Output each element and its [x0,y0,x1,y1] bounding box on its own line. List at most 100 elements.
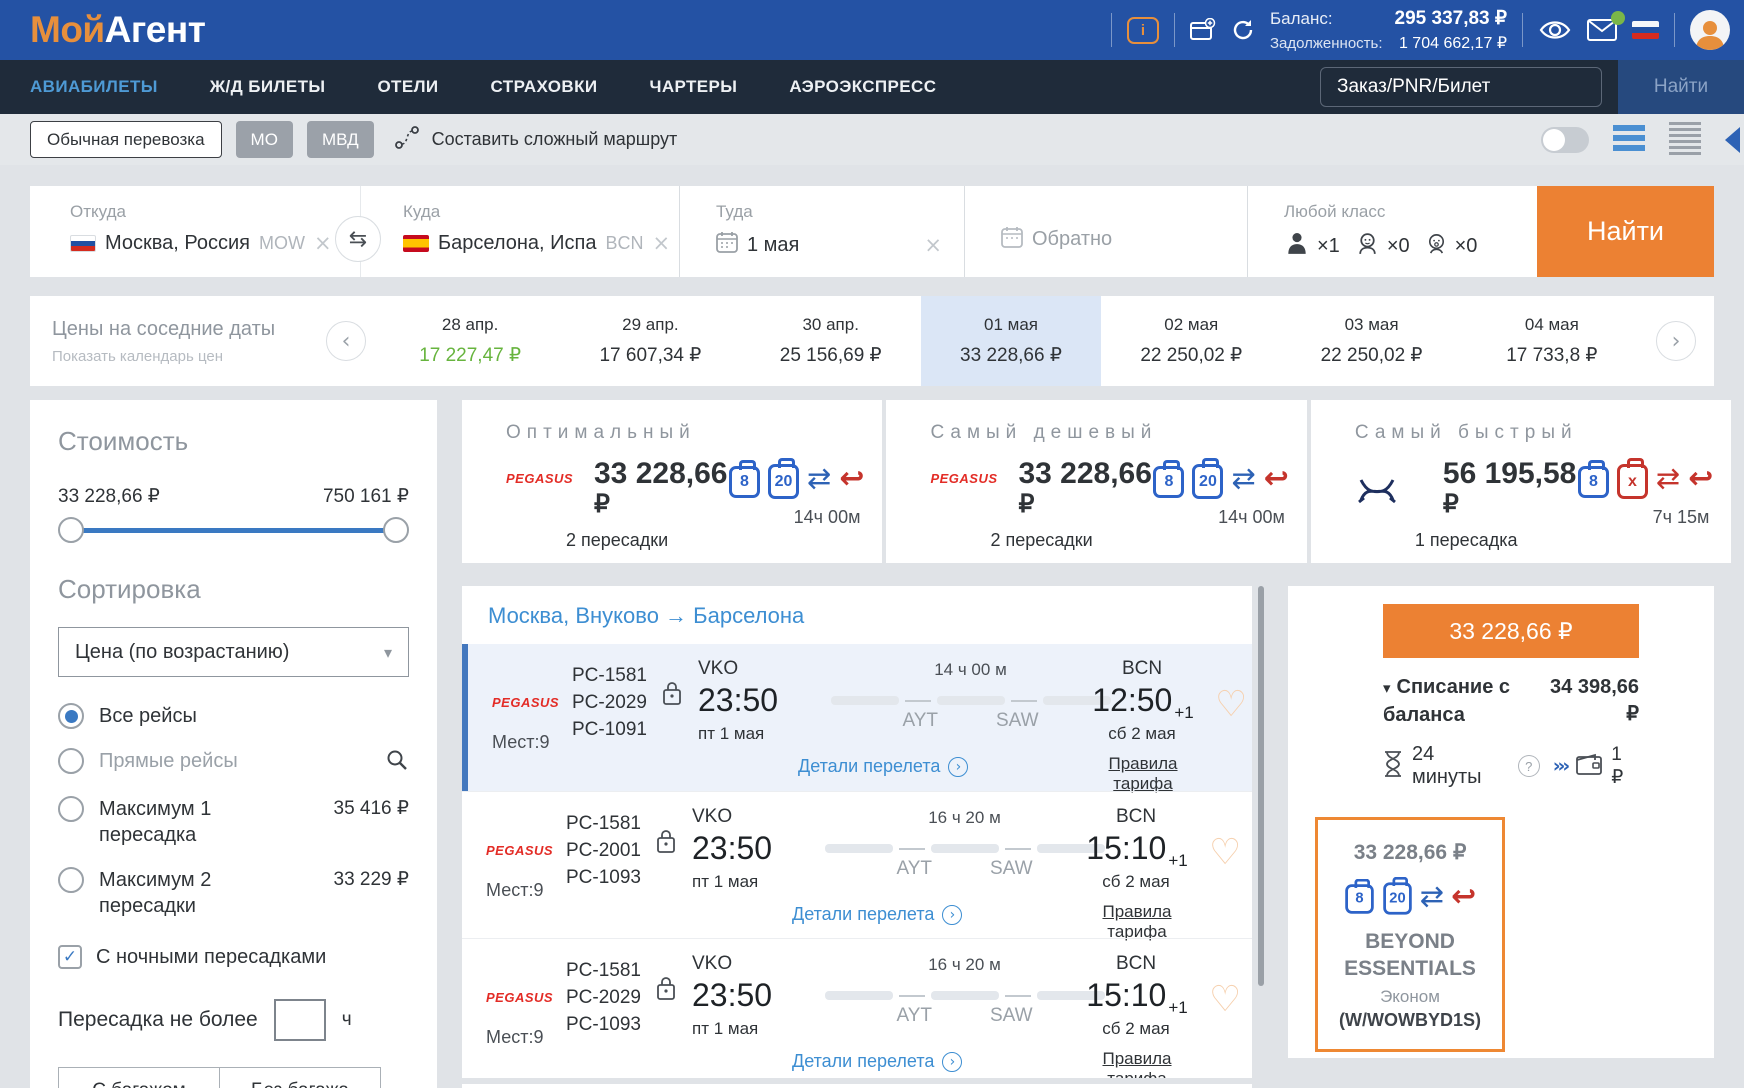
fastest-card[interactable]: Самый быстрый 56 195,58 ₽ 8 x ⇄ ↩ 7ч 15м … [1310,400,1732,563]
transfer-hours-input[interactable] [273,999,326,1041]
with-baggage-button[interactable]: С багажом [58,1067,220,1088]
filter-max-2-transfers[interactable]: Максимум 2 пересадки 33 229 ₽ [58,867,409,919]
calendar-day-selected[interactable]: 01 мая 33 228,66 ₽ [920,296,1102,386]
buy-price-button[interactable]: 33 228,66 ₽ [1383,604,1639,658]
chevron-down-icon[interactable]: ▾ [1383,679,1391,697]
calendar-day[interactable]: 02 мая 22 250,02 ₽ [1101,296,1281,386]
language-flag-ru-icon[interactable] [1632,21,1659,39]
app-header: МойАгент i Баланс: 295 337,83 ₽ Задолжен… [0,0,1744,60]
complex-route-link[interactable]: Составить сложный маршрут [394,124,677,155]
order-search-input[interactable] [1320,67,1602,107]
collapse-arrow-icon[interactable] [1725,126,1740,153]
nav-item-rail[interactable]: Ж/Д БИЛЕТЫ [209,77,326,96]
night-transfers-checkbox[interactable]: ✓ С ночными пересадками [58,945,409,969]
child-icon [1355,231,1380,262]
nav-item-charters[interactable]: ЧАРТЕРЫ [649,77,738,96]
chevron-right-circle-icon: › [942,904,963,925]
compact-view-icon[interactable] [1669,121,1701,158]
list-view-icon[interactable] [1613,124,1645,155]
fare-rules-link[interactable]: Правила тарифа [1102,902,1172,941]
from-clear-icon[interactable]: × [313,231,332,255]
results-scrollbar[interactable] [1258,586,1264,986]
favorite-heart-icon[interactable]: ♡ [1209,832,1242,873]
without-baggage-button[interactable]: Без багажа [219,1067,381,1088]
eye-icon[interactable] [1538,17,1572,43]
pegasus-logo: PEGASUS [930,471,998,486]
slider-handle-min[interactable] [58,517,84,543]
lock-icon [656,828,676,859]
logo-part1: Мой [30,9,105,50]
chat-info-icon[interactable]: i [1126,16,1159,44]
calendar-day[interactable]: 03 мая 22 250,02 ₽ [1281,296,1461,386]
view-toggle[interactable] [1541,126,1589,153]
favorite-heart-icon[interactable]: ♡ [1215,684,1248,725]
depart-date-field[interactable]: Туда 1 мая × [679,186,964,277]
calendar-prev-button[interactable]: ‹ [326,321,366,361]
calendar-day[interactable]: 04 мая 17 733,8 ₽ [1462,296,1642,386]
fare-code: (W/WOWBYD1S) [1339,1010,1481,1030]
depart-label: Туда [716,202,753,221]
app-logo[interactable]: МойАгент [30,9,206,51]
price-range-slider[interactable] [58,516,409,544]
flight-details-link[interactable]: Детали перелета › [798,756,969,777]
help-icon[interactable]: ? [1517,755,1540,777]
to-clear-icon[interactable]: × [652,231,671,255]
lock-icon [662,680,682,711]
balance-block: Баланс: 295 337,83 ₽ Задолженность: 1 70… [1270,7,1507,53]
to-field[interactable]: Куда Барселона, Испа BCN × [360,186,679,277]
flight-details-link[interactable]: Детали перелета › [792,904,963,925]
filter-all-flights[interactable]: Все рейсы [58,703,409,729]
slider-handle-max[interactable] [383,517,409,543]
order-find-button[interactable]: Найти [1618,60,1744,114]
fare-card[interactable]: 33 228,66 ₽ 8 20 ⇄ ↩ BEYOND ESSENTIALS Э… [1315,817,1505,1052]
fare-rules-link[interactable]: Правила тарифа [1108,754,1178,793]
sort-select[interactable]: Цена (по возрастанию) ▾ [58,627,409,677]
class-passengers-field[interactable]: Любой класс ×1 ×0 ×0 [1247,186,1537,277]
calendar-day[interactable]: 30 апр. 25 156,69 ₽ [741,296,921,386]
hours-unit-label: ч [341,1009,352,1030]
nav-item-aeroexpress[interactable]: АЭРОЭКСПРЕСС [789,77,937,96]
optimal-card[interactable]: Оптимальный PEGASUS 33 228,66 ₽ 8 20 ⇄ ↩ … [462,400,883,563]
flight-details-link[interactable]: Детали перелета › [792,1051,963,1072]
nav-item-hotels[interactable]: ОТЕЛИ [377,77,439,96]
chevron-down-icon: ▾ [383,642,392,662]
calendar-day[interactable]: 29 апр. 17 607,34 ₽ [560,296,740,386]
calendar-icon [716,231,738,259]
arrival-date: сб 2 мая [1108,724,1176,743]
from-field[interactable]: Откуда Москва, Россия MOW × [30,186,360,277]
return-date-field[interactable]: Обратно [964,186,1247,277]
card-transfers: 1 пересадка [1414,530,1518,550]
fast-forward-icon[interactable]: ››› [1552,755,1570,777]
calendar-day[interactable]: 28 апр. 17 227,47 ₽ [380,296,560,386]
flight-row-selected[interactable]: PEGASUS Мест:9 PC-1581 PC-2029 PC-1091 V… [462,644,1252,793]
wallet-icon [1576,753,1603,780]
normal-carriage-button[interactable]: Обычная перевозка [30,121,222,158]
favorite-heart-icon[interactable]: ♡ [1209,979,1242,1020]
card-transfers: 2 пересадки [990,530,1093,550]
depart-clear-icon[interactable]: × [924,233,942,257]
mail-icon[interactable] [1587,11,1625,41]
calendar-subtitle-link[interactable]: Показать календарь цен [52,347,224,365]
search-submit-button[interactable]: Найти [1537,186,1714,277]
seats-left: Мест:9 [486,1027,544,1047]
from-label: Откуда [70,202,126,221]
nav-item-insurance[interactable]: СТРАХОВКИ [490,77,598,96]
swap-directions-button[interactable]: ⇆ [335,216,381,262]
filter-direct-flights[interactable]: Прямые рейсы [58,748,409,777]
mo-button[interactable]: МО [235,121,293,158]
card-price: 33 228,66 ₽ [1018,457,1152,518]
flight-row[interactable]: PEGASUS Мест:9 PC-1581 PC-2001 PC-1093 V… [462,791,1252,941]
filter-max-1-transfer[interactable]: Максимум 1 пересадка 35 416 ₽ [58,796,409,848]
nav-item-avia[interactable]: АВИАБИЛЕТЫ [30,77,158,96]
ticket-add-icon[interactable] [1189,18,1216,42]
user-avatar[interactable] [1690,10,1730,50]
fare-rules-link[interactable]: Правила тарифа [1102,1049,1172,1078]
stop-airport: AYT [896,1005,932,1026]
calendar-next-button[interactable]: › [1656,321,1696,361]
flight-row[interactable]: PEGASUS Мест:9 PC-1581 PC-2029 PC-1093 V… [462,938,1252,1078]
mvd-button[interactable]: МВД [306,121,374,158]
fare-name: BEYOND ESSENTIALS [1344,930,1476,980]
refresh-icon[interactable] [1231,18,1255,42]
search-icon[interactable] [385,748,409,777]
cheapest-card[interactable]: Самый дешевый PEGASUS 33 228,66 ₽ 8 20 ⇄ … [886,400,1307,563]
